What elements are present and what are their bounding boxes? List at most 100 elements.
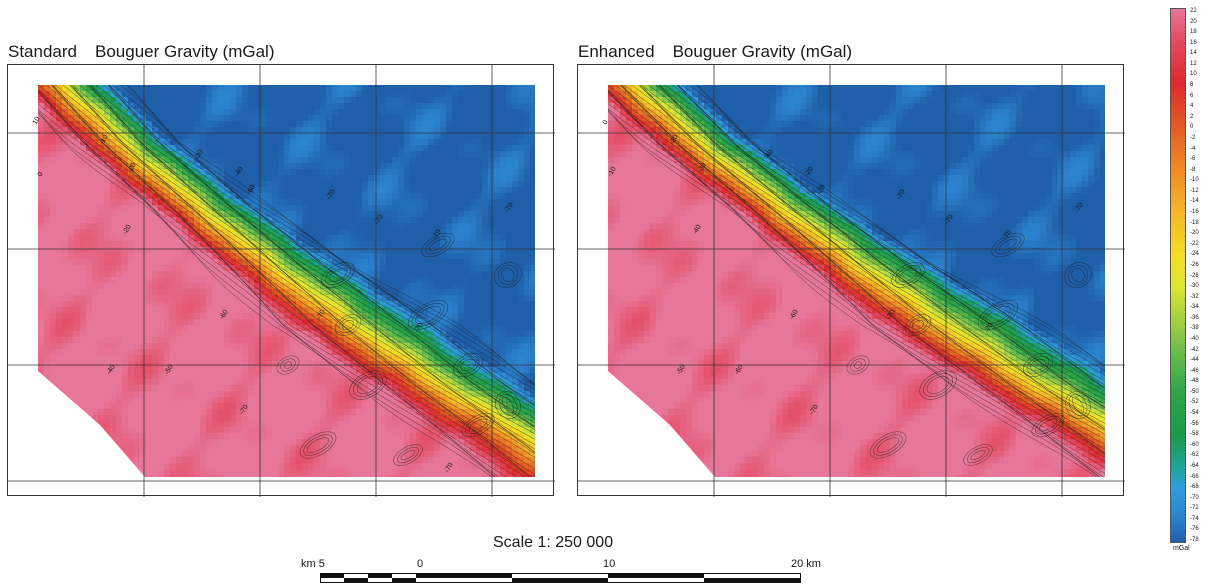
contour-label: -20: [804, 166, 815, 178]
contour-label: -70: [944, 214, 955, 226]
contour-label: -40: [234, 166, 245, 178]
scale-tick-label: km 5: [301, 558, 325, 570]
color-scale-label: -10: [1190, 177, 1199, 184]
contour-label: -70: [414, 322, 425, 334]
scale-tick-label: 10: [603, 558, 616, 570]
gravity-field-raster: [608, 85, 1105, 477]
color-scale-label: -58: [1190, 431, 1199, 438]
color-scale-label: 12: [1190, 60, 1197, 67]
scale-tick-label: 20 km: [791, 558, 821, 570]
contour-label: -70: [816, 184, 827, 196]
contour-label: -70: [504, 202, 515, 214]
color-scale-label: -44: [1190, 357, 1199, 364]
contour-label: 0: [37, 171, 45, 178]
contour-label: -20: [669, 134, 680, 146]
color-scale-label: -34: [1190, 304, 1199, 311]
color-scale-label: -22: [1190, 240, 1199, 247]
contour-label: -30: [697, 162, 708, 174]
color-scale-bar: [1170, 8, 1186, 543]
contour-label: -70: [1074, 202, 1085, 214]
color-scale-label: -72: [1190, 505, 1199, 512]
contour-label: -30: [194, 149, 205, 161]
color-scale-labels: 22 20 18 16 14 12 10 8 6 4 2 0 -2 -4 -6 -8 -10 -12 -14 -16-…: [1190, 8, 1209, 543]
color-scale-label: -76: [1190, 526, 1199, 533]
graticule: [578, 65, 1125, 497]
color-scale-label: -68: [1190, 484, 1199, 491]
color-scale-unit: mGal: [1173, 545, 1190, 552]
scale-bar: [320, 573, 801, 583]
color-scale-label: -42: [1190, 346, 1199, 353]
panel-map-title: Bouguer Gravity (mGal): [672, 42, 853, 61]
color-scale-label: 8: [1190, 82, 1194, 89]
color-scale-label: -12: [1190, 187, 1199, 194]
panel-title-enhanced: Enhanced Bouguer Gravity (mGal): [578, 42, 852, 62]
color-scale-label: 20: [1190, 18, 1197, 25]
color-scale-label: -24: [1190, 251, 1199, 258]
contour-label: -70: [1002, 229, 1013, 241]
color-scale-label: -18: [1190, 219, 1199, 226]
contour-label: -40: [106, 364, 117, 376]
color-scale-label: -26: [1190, 261, 1199, 268]
panel-label: Enhanced: [578, 42, 655, 61]
panel-label: Standard: [8, 42, 77, 61]
contour-label: -70: [432, 229, 443, 241]
contour-label: 0: [602, 119, 610, 126]
color-scale-label: -54: [1190, 410, 1199, 417]
color-scale-label: -20: [1190, 230, 1199, 237]
color-scale-label: -36: [1190, 314, 1199, 321]
color-scale-label: -4: [1190, 145, 1196, 152]
color-scale-label: -40: [1190, 335, 1199, 342]
contour-label: -60: [789, 309, 800, 321]
color-scale-label: -28: [1190, 272, 1199, 279]
contour-label: -60: [246, 184, 257, 196]
color-scale-label: 10: [1190, 71, 1197, 78]
contour-label: -50: [676, 364, 687, 376]
color-scale-label: -52: [1190, 399, 1199, 406]
contour-label: -60: [219, 309, 230, 321]
color-scale-label: 18: [1190, 29, 1197, 36]
contour-label: -70: [316, 309, 327, 321]
contour-label: -20: [127, 162, 138, 174]
color-scale-label: 4: [1190, 103, 1194, 110]
color-scale-label: -74: [1190, 515, 1199, 522]
color-scale-label: -64: [1190, 462, 1199, 469]
contour-label: -70: [374, 214, 385, 226]
contour-label: -10: [99, 134, 110, 146]
graticule: [8, 65, 555, 497]
map-panel-standard: 10 0 -10 -20 -30 -40 -20 -40 -50 -60 -60 -70 -70 -70 -…: [7, 64, 555, 497]
color-scale-label: -70: [1190, 494, 1199, 501]
color-scale-label: 22: [1190, 8, 1197, 14]
scale-tick-label: 0: [417, 558, 424, 570]
gravity-map: 0 -10 -20 -30 -40 -20 -40 -50 -60 -60 -70 -70 -70 -70…: [578, 65, 1125, 497]
color-scale-label: 14: [1190, 50, 1197, 57]
color-scale-label: -50: [1190, 388, 1199, 395]
color-scale-label: -2: [1190, 134, 1196, 141]
gravity-field-raster: [38, 85, 535, 477]
contour-label: -40: [764, 149, 775, 161]
contour-label: -70: [444, 462, 455, 474]
contour-label: -70: [886, 309, 897, 321]
contour-label: -40: [692, 224, 703, 236]
contour-label: -50: [164, 364, 175, 376]
contour-label: -70: [326, 189, 337, 201]
color-scale-label: -62: [1190, 452, 1199, 459]
color-scale-label: -78: [1190, 537, 1199, 543]
contour-label: -10: [607, 166, 618, 178]
color-scale-label: -16: [1190, 209, 1199, 216]
color-scale-label: -38: [1190, 325, 1199, 332]
color-scale-label: -48: [1190, 378, 1199, 385]
color-scale-label: 6: [1190, 92, 1194, 99]
color-scale-label: -56: [1190, 420, 1199, 427]
contour-label: 10: [32, 116, 42, 126]
contour-label: -70: [809, 404, 820, 416]
contour-label: -70: [896, 189, 907, 201]
color-scale-label: -30: [1190, 283, 1199, 290]
color-scale-label: -8: [1190, 166, 1196, 173]
panel-title-standard: Standard Bouguer Gravity (mGal): [8, 42, 275, 62]
map-panel-enhanced: 0 -10 -20 -30 -40 -20 -40 -50 -60 -60 -70 -70 -70 -70…: [577, 64, 1125, 497]
color-scale-label: -66: [1190, 473, 1199, 480]
color-scale-label: -46: [1190, 367, 1199, 374]
panel-map-title: Bouguer Gravity (mGal): [95, 42, 275, 61]
contour-label: -60: [734, 364, 745, 376]
color-scale-label: 2: [1190, 113, 1194, 120]
